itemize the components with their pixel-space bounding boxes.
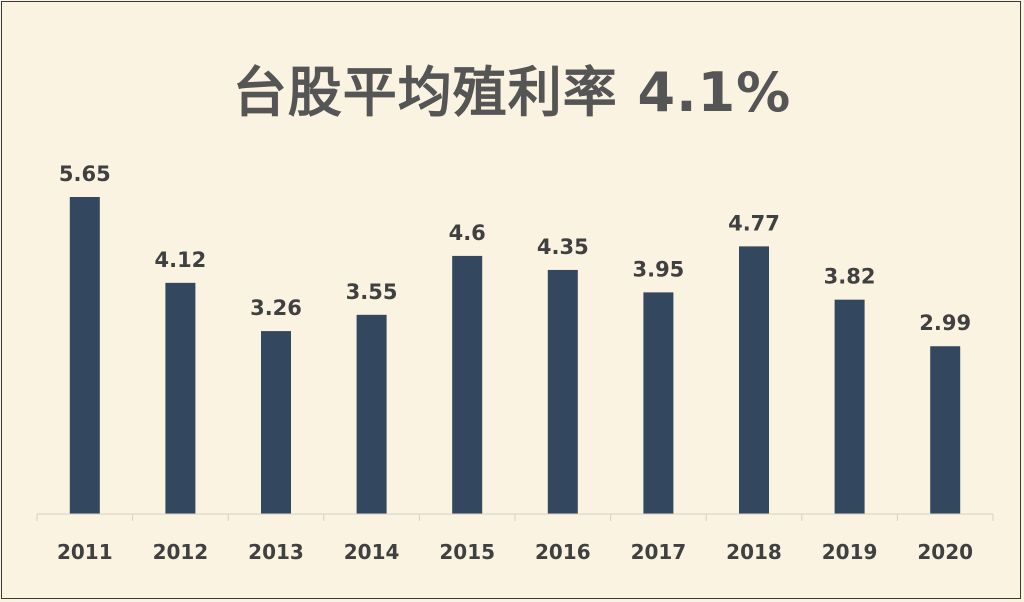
data-label-2013: 3.26 [250, 296, 302, 320]
x-tick-label-2019: 2019 [822, 540, 878, 564]
data-label-2016: 4.35 [537, 235, 589, 259]
bar-2015 [452, 255, 483, 514]
data-label-2012: 4.12 [154, 248, 206, 272]
x-tick-label-2016: 2016 [535, 540, 591, 564]
bar-2011 [69, 197, 100, 514]
bar-2014 [356, 314, 387, 514]
data-label-2019: 3.82 [824, 265, 876, 289]
bars-group: 5.65 4.12 3.26 3.55 4.6 4.35 3.95 4.77 3.82 2.99 [59, 162, 971, 514]
bar-2020 [930, 346, 961, 514]
bar-2012 [165, 282, 196, 514]
data-label-2017: 3.95 [632, 257, 684, 281]
data-label-2020: 2.99 [919, 311, 971, 335]
chart-title: 台股平均殖利率 4.1% [232, 61, 792, 124]
data-label-2018: 4.77 [728, 211, 780, 235]
data-label-2011: 5.65 [59, 162, 111, 186]
x-tick-label-2018: 2018 [726, 540, 782, 564]
bar-2016 [547, 269, 578, 514]
data-label-2015: 4.6 [449, 221, 486, 245]
bar-2019 [834, 299, 865, 514]
data-label-2014: 3.55 [346, 280, 398, 304]
x-tick-label-2014: 2014 [344, 540, 400, 564]
bar-2018 [739, 246, 769, 514]
x-axis: 2011 2012 2013 2014 2015 2016 2017 2018 2019 2020 [36, 513, 994, 564]
x-tick-label-2020: 2020 [917, 540, 973, 564]
bar-2013 [261, 331, 291, 514]
x-tick-label-2012: 2012 [153, 540, 209, 564]
bar-2017 [643, 292, 674, 514]
x-tick-label-2015: 2015 [439, 540, 495, 564]
x-tick-label-2017: 2017 [631, 540, 687, 564]
x-tick-label-2013: 2013 [248, 540, 304, 564]
x-tick-label-2011: 2011 [57, 540, 113, 564]
